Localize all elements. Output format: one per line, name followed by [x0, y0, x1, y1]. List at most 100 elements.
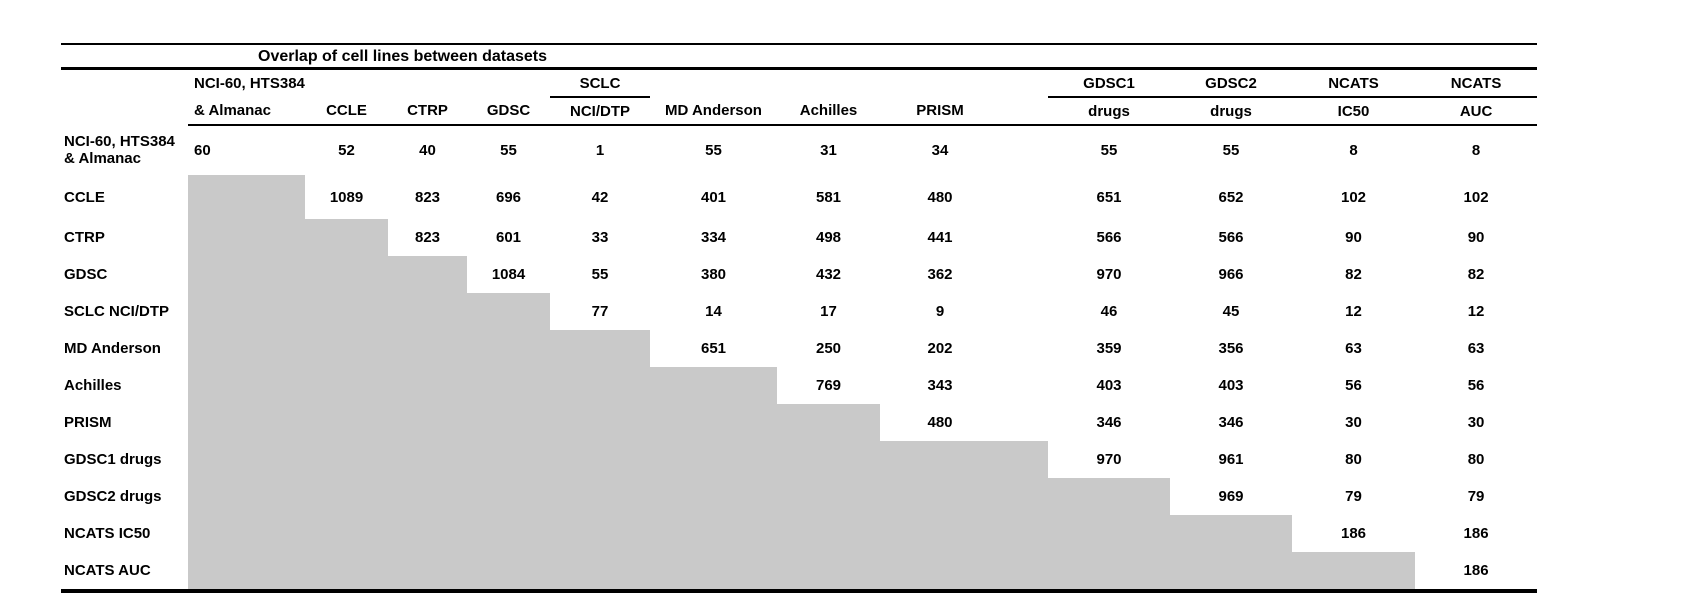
value-cell: 769: [815, 377, 842, 394]
shaded-cell: [550, 515, 650, 552]
row-label-ncats-ic50: NCATS IC50: [61, 515, 188, 552]
value-cell: 566: [1096, 229, 1122, 246]
shaded-cell: [777, 404, 880, 441]
value-cell: 581: [815, 188, 842, 206]
col-header-ccle: CCLE: [305, 97, 388, 126]
value-cell: 480: [927, 414, 953, 431]
row-label-achilles: Achilles: [61, 367, 188, 404]
col-header-top-prism: [880, 69, 1048, 98]
value-cell: 346: [1096, 414, 1122, 431]
table-row-ccle: CCLE 1089 823 696 42 401 581 480 651 652 102 102: [61, 175, 1537, 219]
shaded-cell: [188, 175, 305, 219]
value-cell: 250: [815, 340, 842, 357]
value-cell: 343: [927, 377, 953, 394]
col-header-ncats-ic50: IC50: [1292, 97, 1415, 126]
value-cell: 80: [1467, 451, 1485, 468]
shaded-cell: [777, 441, 880, 478]
value-cell: 52: [338, 142, 355, 159]
table-row-sclc-nci-dtp: SCLC NCI/DTP 77 14 17 9 46 45 12 12: [61, 293, 1537, 330]
value-cell: 79: [1345, 488, 1362, 505]
header-row-bottom: & Almanac CCLE CTRP GDSC NCI/DTP MD Anderson A…: [61, 97, 1538, 126]
shaded-cell: [388, 552, 467, 593]
shaded-cell: [188, 552, 305, 593]
header-row-top: NCI-60, HTS384 SCLC GDSC1 GDSC2 NCATS NCATS: [61, 68, 1538, 98]
value-cell: 102: [1463, 188, 1489, 206]
shaded-cell: [880, 441, 1048, 478]
value-cell: 82: [1345, 266, 1362, 283]
shaded-cell: [188, 330, 305, 367]
value-cell: 46: [1100, 303, 1118, 320]
table-title: Overlap of cell lines between datasets: [61, 43, 1538, 70]
value-cell: 77: [591, 303, 609, 320]
col-header-gdsc: GDSC: [467, 97, 550, 126]
value-cell: 8: [1349, 142, 1358, 159]
value-cell: 1089: [329, 188, 364, 206]
shaded-cell: [1292, 552, 1415, 593]
shaded-cell: [1170, 552, 1292, 593]
value-cell: 8: [1471, 142, 1481, 159]
col-header-nci-60-hts384-almanac: & Almanac: [188, 97, 305, 126]
shaded-cell: [467, 330, 550, 367]
value-cell: 441: [927, 229, 953, 246]
row-label-line: SCLC NCI/DTP: [64, 303, 169, 320]
value-cell: 432: [815, 266, 842, 283]
shaded-cell: [188, 293, 305, 330]
value-cell: 823: [414, 188, 441, 206]
shaded-cell: [388, 256, 467, 293]
col-header-top-nci-60-hts384-almanac: NCI-60, HTS384: [194, 75, 305, 92]
shaded-cell: [467, 478, 550, 515]
value-cell: 9: [935, 303, 945, 320]
value-cell: 30: [1345, 414, 1362, 431]
value-cell: 966: [1218, 266, 1244, 283]
value-cell: 55: [591, 266, 609, 283]
shaded-cell: [467, 404, 550, 441]
col-header-top-ctrp: [388, 69, 467, 98]
value-cell: 90: [1467, 229, 1485, 246]
value-cell: 359: [1096, 340, 1122, 357]
shaded-cell: [188, 367, 305, 404]
shaded-cell: [467, 441, 550, 478]
value-cell: 79: [1467, 488, 1485, 505]
value-cell: 90: [1345, 229, 1362, 246]
shaded-cell: [305, 330, 388, 367]
col-header-achilles: Achilles: [777, 97, 880, 126]
shaded-cell: [388, 293, 467, 330]
shaded-cell: [777, 478, 880, 515]
value-cell: 17: [820, 303, 837, 320]
row-label-gdsc1-drugs: GDSC1 drugs: [61, 441, 188, 478]
value-cell: 55: [500, 142, 517, 159]
table-row-md-anderson: MD Anderson 651 250 202 359 356 63 63: [61, 330, 1537, 367]
shaded-cell: [388, 515, 467, 552]
row-label-line: Achilles: [64, 377, 122, 394]
value-cell: 970: [1096, 451, 1122, 468]
overlap-table: Overlap of cell lines between datasets N…: [61, 43, 1538, 593]
value-cell: 651: [700, 340, 727, 357]
col-header-top-gdsc: [467, 69, 550, 98]
value-cell: 56: [1345, 377, 1362, 394]
row-label-line: NCI-60, HTS384: [64, 133, 175, 150]
value-cell: 55: [1222, 142, 1240, 159]
value-cell: 186: [1340, 525, 1367, 542]
table-row-ncats-auc: NCATS AUC 186: [61, 552, 1538, 593]
value-cell: 1084: [491, 266, 526, 283]
row-label-prism: PRISM: [61, 404, 188, 441]
shaded-cell: [880, 515, 1048, 552]
row-label-line: GDSC: [64, 266, 108, 283]
value-cell: 961: [1218, 451, 1244, 468]
shaded-cell: [305, 404, 388, 441]
table-row-gdsc1-drugs: GDSC1 drugs 970 961 80 80: [61, 441, 1537, 478]
value-cell: 55: [705, 142, 722, 159]
shaded-cell: [188, 404, 305, 441]
shaded-cell: [305, 441, 388, 478]
value-cell: 652: [1218, 188, 1244, 206]
table-header: Overlap of cell lines between datasets N…: [61, 43, 1538, 126]
value-cell: 970: [1096, 266, 1122, 283]
value-cell: 40: [419, 142, 436, 159]
col-header-ncats-auc: AUC: [1415, 97, 1538, 126]
shaded-cell: [1048, 552, 1170, 593]
value-cell: 380: [700, 266, 727, 283]
table-row-prism: PRISM 480 346 346 30 30: [61, 404, 1537, 441]
col-header-top-achilles: [777, 69, 880, 98]
col-header-prism: PRISM: [880, 97, 1048, 126]
